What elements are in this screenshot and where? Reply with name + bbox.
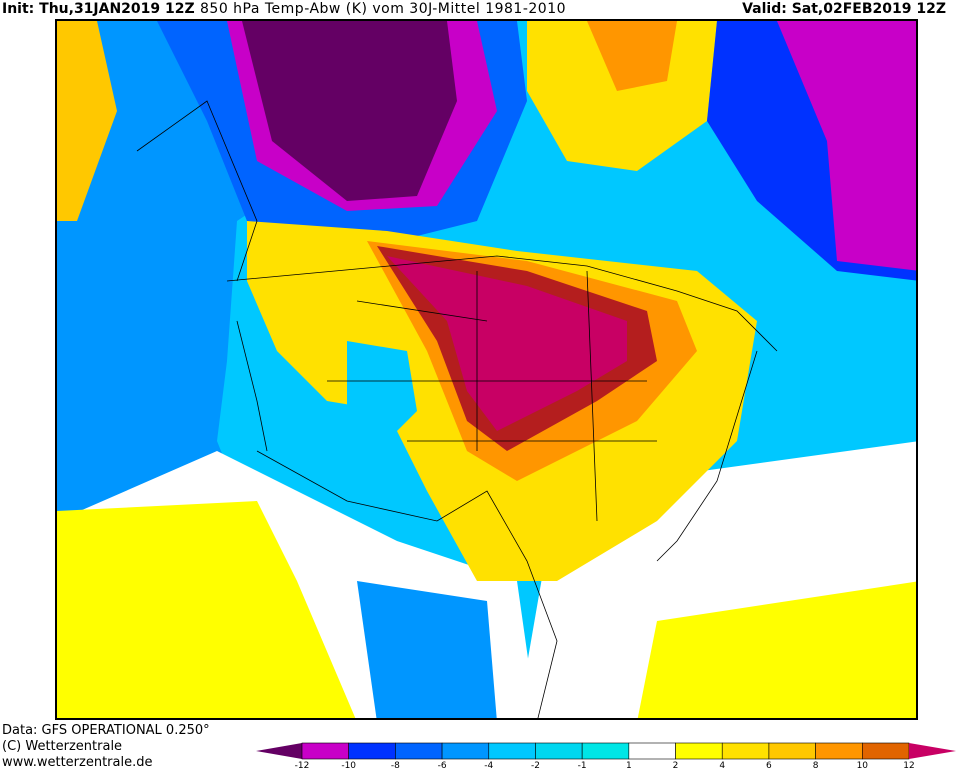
legend-tick: -1 xyxy=(577,761,587,771)
legend-tick: -6 xyxy=(437,761,447,771)
legend-bin xyxy=(535,742,583,760)
init-time: Init: Thu,31JAN2019 12Z xyxy=(2,1,195,17)
legend-bin xyxy=(628,742,676,760)
legend-tick: 2 xyxy=(672,761,679,771)
legend-bin xyxy=(581,742,630,760)
legend-bin xyxy=(301,742,349,760)
legend-tick: -4 xyxy=(484,761,494,771)
legend-tick: 10 xyxy=(856,761,869,771)
legend-tick: -2 xyxy=(530,761,540,771)
color-legend xyxy=(256,742,956,760)
legend-bin xyxy=(441,742,490,760)
legend-tick: 1 xyxy=(625,761,632,771)
legend-tick: 6 xyxy=(766,761,772,771)
legend-bin xyxy=(815,742,863,760)
map-boundaries xyxy=(136,100,778,718)
anomaly-field xyxy=(57,21,916,718)
legend-bin xyxy=(675,742,723,760)
legend-bin xyxy=(862,742,910,760)
legend-bin xyxy=(768,742,816,760)
legend-bin xyxy=(348,742,396,760)
legend-tick: -10 xyxy=(341,761,357,771)
legend-tick: 8 xyxy=(812,761,819,771)
legend-bin xyxy=(488,742,536,760)
data-source: Data: GFS OPERATIONAL 0.250° xyxy=(2,723,210,738)
website-link[interactable]: www.wetterzentrale.de xyxy=(2,755,153,770)
legend-bin xyxy=(395,742,443,760)
temperature-anomaly-map xyxy=(55,19,918,720)
valid-time: Valid: Sat,02FEB2019 12Z xyxy=(742,1,946,17)
legend-tick: 4 xyxy=(719,761,726,771)
legend-tick: -8 xyxy=(390,761,400,771)
legend-tick: 12 xyxy=(903,761,915,771)
copyright: (C) Wetterzentrale xyxy=(2,739,123,754)
legend-tick: -12 xyxy=(294,761,310,771)
legend-low-arrow xyxy=(256,743,302,759)
legend-high-arrow xyxy=(909,743,956,759)
map-title: 850 hPa Temp-Abw (K) vom 30J-Mittel 1981… xyxy=(200,1,567,17)
legend-bin xyxy=(721,742,770,760)
